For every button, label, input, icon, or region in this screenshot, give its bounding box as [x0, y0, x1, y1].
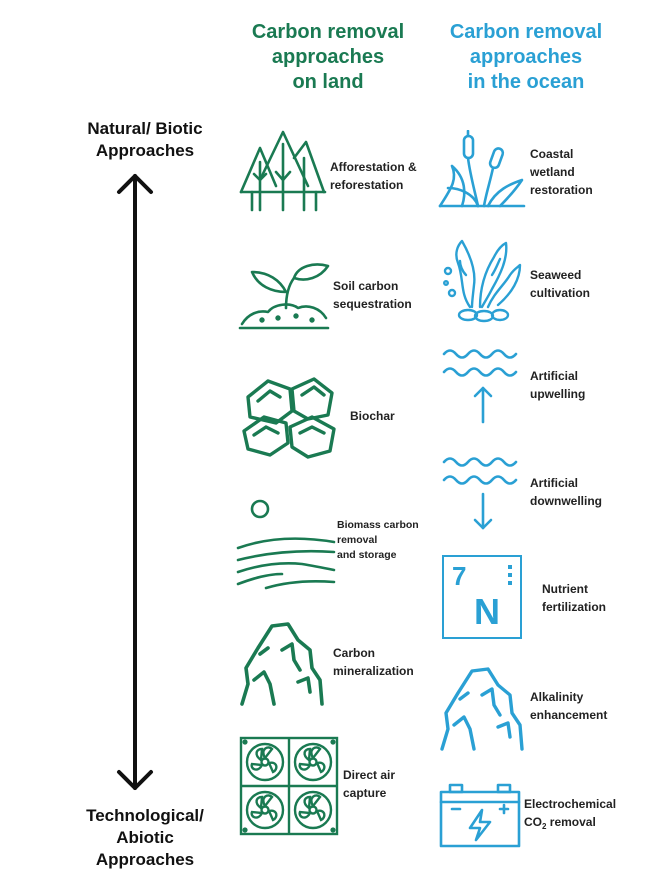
ocean-header-line-3: in the ocean	[467, 71, 585, 93]
electrochemical-label: Electrochemical CO2 removal	[524, 795, 616, 836]
land-column-header: Carbon removal approaches on land	[228, 20, 428, 95]
axis-bottom-label: Technological/ Abiotic Approaches	[40, 805, 250, 871]
axis-top-line-2: Approaches	[95, 141, 195, 160]
double-arrow-axis	[117, 174, 153, 790]
alkalinity-label: Alkalinity enhancement	[530, 690, 608, 722]
co2-removal-line: CO2 removal	[524, 815, 596, 831]
forest-icon	[239, 130, 327, 212]
nitrogen-element-icon: 7 N	[442, 555, 522, 639]
element-number: 7	[452, 561, 467, 591]
element-symbol: N	[474, 591, 500, 632]
axis-bottom-line-2: Abiotic	[116, 828, 174, 847]
waves-up-arrow-icon	[442, 349, 518, 424]
land-header-line-3: on land	[292, 71, 364, 93]
afforestation-label: Afforestation & reforestation	[330, 160, 417, 192]
fields-sun-icon	[236, 499, 336, 590]
coastal-wetland-label: Coastal wetland restoration	[530, 147, 593, 197]
downwelling-label: Artificial downwelling	[530, 476, 602, 508]
land-header-line-1: Carbon removal	[251, 21, 405, 43]
land-header-line-2: approaches	[271, 46, 385, 68]
ocean-header-line-1: Carbon removal	[449, 21, 603, 43]
ocean-header-line-2: approaches	[469, 46, 583, 68]
upwelling-label: Artificial upwelling	[530, 369, 586, 401]
fans-icon	[239, 736, 339, 836]
seaweed-icon	[442, 239, 522, 323]
rock-icon	[440, 667, 524, 751]
axis-bottom-line-3: Approaches	[95, 850, 195, 869]
biochar-label: Biochar	[350, 409, 395, 423]
axis-top-label: Natural/ Biotic Approaches	[40, 118, 250, 162]
axis-bottom-line-1: Technological/	[86, 806, 204, 825]
soil-carbon-label: Soil carbon sequestration	[333, 279, 412, 311]
biochar-rocks-icon	[242, 377, 336, 459]
biomass-label: Biomass carbon removal and storage	[337, 519, 419, 561]
cattail-icon	[438, 130, 526, 208]
seedling-icon	[238, 263, 330, 330]
battery-icon	[439, 783, 521, 848]
electron-dots	[508, 565, 512, 585]
rock-icon	[240, 622, 324, 706]
direct-air-capture-label: Direct air capture	[343, 768, 396, 800]
mineralization-label: Carbon mineralization	[333, 646, 414, 678]
axis-top-line-1: Natural/ Biotic	[87, 119, 203, 138]
seaweed-label: Seaweed cultivation	[530, 268, 591, 300]
nutrient-fertilization-label: Nutrient fertilization	[542, 582, 607, 614]
ocean-column-header: Carbon removal approaches in the ocean	[428, 20, 624, 95]
waves-down-arrow-icon	[442, 457, 518, 530]
